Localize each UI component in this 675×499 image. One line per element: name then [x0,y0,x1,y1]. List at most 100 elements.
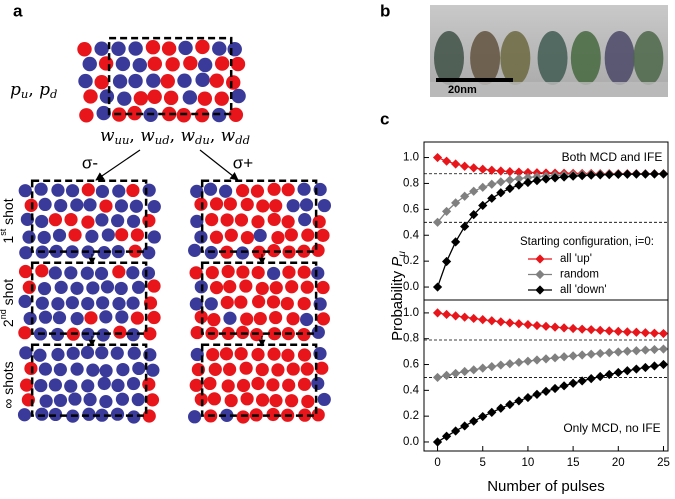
y-tick-label: 0.6 [403,203,419,215]
dashed-box [30,261,148,335]
particle [115,392,130,406]
particle [132,57,147,73]
particle [35,407,49,421]
particle [269,310,283,325]
particle [301,394,315,409]
particle [234,347,248,361]
data-point [505,318,515,328]
data-point [478,363,488,373]
data-point [658,169,669,179]
particle [126,376,141,391]
data-point [541,321,551,331]
particle [126,266,140,280]
particle [147,56,163,72]
y-axis-label-text: Probability [389,267,406,341]
data-point [432,308,443,318]
row-label-sup: nd [0,309,8,319]
row-label-main: 2 [0,319,16,327]
particle [54,198,68,213]
particle [197,57,213,73]
data-point [514,396,524,406]
particle [317,392,331,407]
particle [147,89,162,104]
particle [35,214,49,229]
data-point [505,399,515,410]
particle [203,376,217,391]
data-point [460,366,470,377]
particle [99,364,113,378]
data-point [568,171,578,181]
particle [80,345,95,360]
particle [112,297,126,311]
data-point [441,256,452,267]
particle [267,347,281,361]
particle [267,212,281,227]
particle [38,310,53,324]
particle [219,347,234,361]
particle [101,228,115,242]
data-point [586,349,596,359]
data-point [505,175,515,185]
particle [81,296,95,311]
tem-image: 20nm [430,5,668,97]
polarization: σ- [82,153,98,172]
data-point [487,179,497,189]
particle [133,91,149,106]
particle [78,73,93,89]
particle [280,296,294,311]
data-point [649,361,660,371]
data-point [432,152,443,163]
particle [300,312,314,327]
particle [18,264,33,279]
nanoparticle [470,31,501,85]
particle [111,214,125,228]
particle [99,199,113,213]
y-axis-label: Probability Pu [389,251,408,341]
particle [126,328,140,342]
data-point [550,173,560,183]
particle [84,311,98,325]
particle [129,199,143,213]
separator: , [170,126,181,146]
y-tick-label: 0.4 [403,384,420,396]
particle [178,40,193,56]
data-point [451,198,461,208]
particle-grid [188,343,331,424]
particle [230,56,246,72]
data-point [523,320,533,330]
data-point [631,327,641,337]
particle [177,73,192,88]
particle [311,243,325,257]
particle [231,88,246,104]
particle [112,74,128,89]
panel-label: c [380,109,389,128]
data-point [604,170,614,180]
math-label: pu, pd [10,80,57,102]
y-tick-label: 0.2 [403,255,419,267]
particle [50,327,65,342]
particle [214,56,230,71]
particle [250,184,265,198]
data-point [577,171,587,181]
y-tick-label: 0.2 [403,410,419,422]
particle [111,378,125,392]
particle [255,281,269,296]
particle [221,264,235,279]
particle [81,379,95,393]
particle [226,75,241,90]
particle [110,346,124,360]
particle [145,40,161,55]
particle [253,228,267,243]
particle [145,393,160,407]
particle [271,230,285,245]
subscript: uu [115,133,130,147]
particle [114,199,129,213]
data-point [478,315,488,325]
particle [315,361,329,375]
particle [18,294,32,308]
particle [117,91,132,106]
particle [284,228,298,242]
legend-label: all 'up' [560,253,592,265]
particle [116,363,130,377]
